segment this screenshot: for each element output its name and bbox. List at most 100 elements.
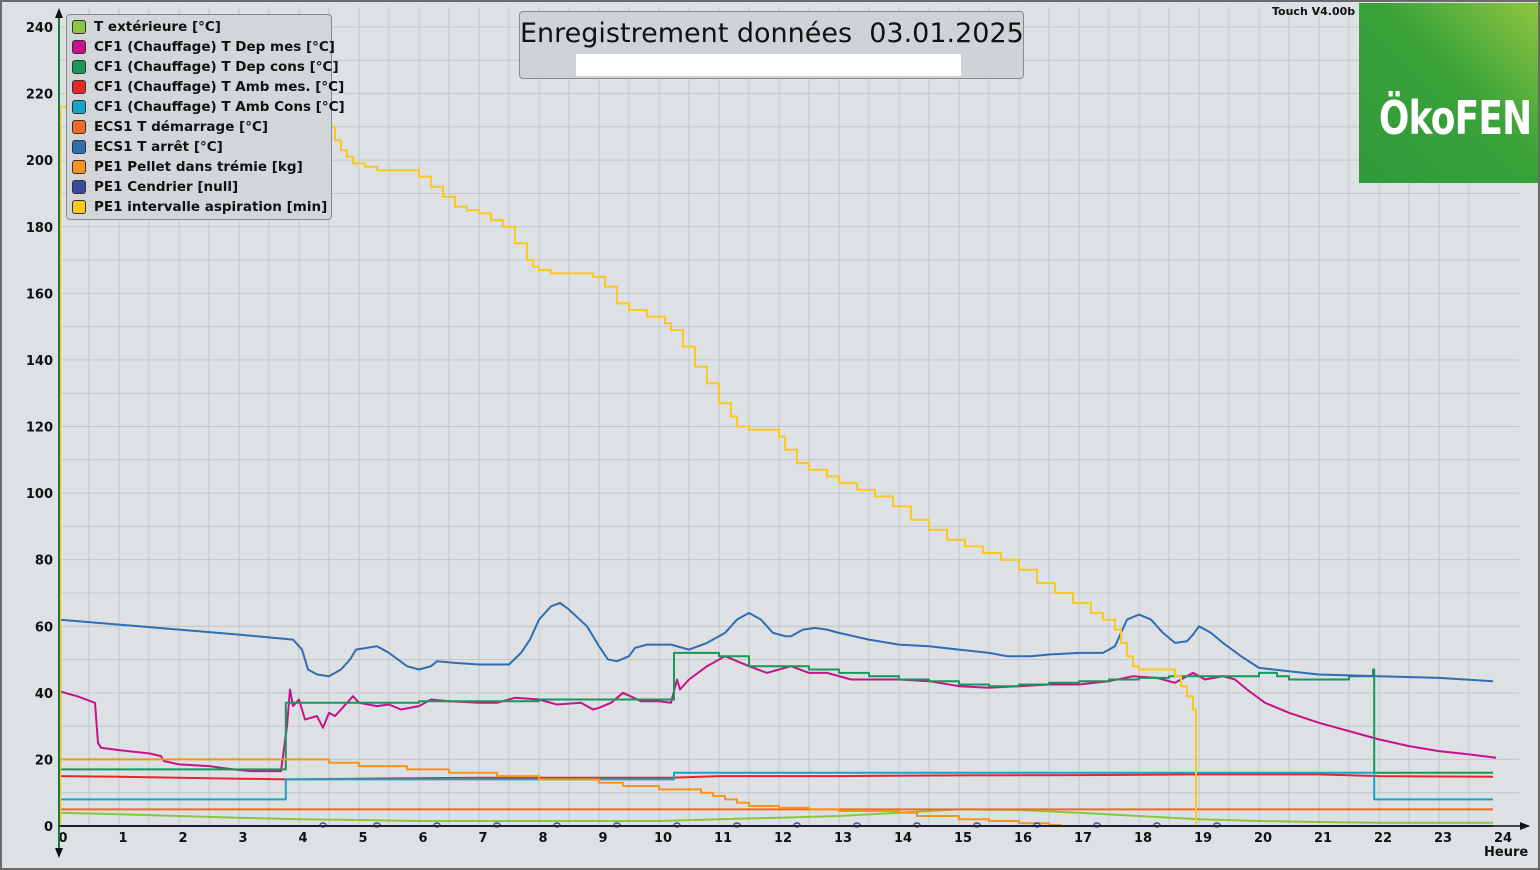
legend-item: CF1 (Chauffage) T Dep cons [°C] <box>67 57 339 77</box>
x-tick-label: 13 <box>834 831 852 846</box>
x-tick-label: 22 <box>1374 831 1392 846</box>
y-tick-label: 140 <box>26 354 53 369</box>
legend-item: T extérieure [°C] <box>67 17 331 37</box>
x-tick-label: 23 <box>1434 831 1452 846</box>
x-tick-label: 7 <box>478 831 487 846</box>
x-tick-label: 14 <box>894 831 912 846</box>
legend-item: CF1 (Chauffage) T Amb mes. [°C] <box>67 77 344 97</box>
version-label: Touch V4.00b <box>1272 5 1356 18</box>
series-line <box>59 625 1493 774</box>
x-tick-label: 8 <box>538 831 547 846</box>
title-highlight-bar <box>576 54 961 76</box>
ash-marker <box>1033 822 1041 828</box>
x-axis-arrow <box>1520 822 1530 830</box>
y-tick-label: 220 <box>26 88 53 103</box>
x-tick-label: 18 <box>1134 831 1152 846</box>
x-tick-label: 0 <box>58 831 67 846</box>
legend-swatch <box>72 180 86 194</box>
ash-marker <box>1213 822 1221 828</box>
y-tick-label: 200 <box>26 154 53 169</box>
series-line <box>58 808 1493 824</box>
series-line <box>59 758 1062 826</box>
legend-swatch <box>72 20 86 34</box>
legend: T extérieure [°C] CF1 (Chauffage) T Dep m… <box>66 14 345 220</box>
y-tick-label: 60 <box>35 620 53 635</box>
legend-item: CF1 (Chauffage) T Dep mes [°C] <box>67 37 335 57</box>
x-tick-label: 9 <box>598 831 607 846</box>
legend-label: CF1 (Chauffage) T Dep cons [°C] <box>94 59 339 75</box>
x-tick-label: 16 <box>1014 831 1032 846</box>
legend-item: CF1 (Chauffage) T Amb Cons [°C] <box>67 97 345 117</box>
legend-swatch <box>72 200 86 214</box>
ash-marker <box>553 822 561 828</box>
x-axis-label: Heure <box>1484 845 1528 860</box>
x-tick-label: 6 <box>418 831 427 846</box>
legend-swatch <box>72 120 86 134</box>
series-line <box>58 773 1494 781</box>
series-line <box>59 105 1197 827</box>
series-line <box>59 771 1493 801</box>
y-tick-label: 180 <box>26 221 53 236</box>
x-tick-label: 15 <box>954 831 972 846</box>
y-axis-arrow-down <box>55 848 63 858</box>
legend-label: CF1 (Chauffage) T Amb mes. [°C] <box>94 79 345 95</box>
legend-swatch <box>72 80 86 94</box>
x-tick-label: 4 <box>298 831 307 846</box>
legend-label: ECS1 T arrêt [°C] <box>94 139 223 155</box>
x-tick-label: 12 <box>774 831 792 846</box>
x-tick-label: 24 <box>1494 831 1512 846</box>
ash-marker <box>613 822 621 828</box>
ash-marker <box>793 822 801 828</box>
y-tick-label: 40 <box>35 687 53 702</box>
legend-label: PE1 Cendrier [null] <box>94 179 239 195</box>
legend-item: PE1 intervalle aspiration [min] <box>67 197 331 217</box>
ash-marker <box>433 822 441 828</box>
legend-item: PE1 Cendrier [null] <box>67 177 331 197</box>
legend-label: T extérieure [°C] <box>94 19 221 35</box>
y-tick-label: 80 <box>35 554 53 569</box>
x-tick-label: 19 <box>1194 831 1212 846</box>
legend-item: PE1 Pellet dans trémie [kg] <box>67 157 331 177</box>
x-tick-label: 17 <box>1074 831 1092 846</box>
ash-marker <box>973 822 981 828</box>
chart-title: Enregistrement données 03.01.2025 <box>520 18 1024 49</box>
ash-marker <box>1153 822 1161 828</box>
title-box: Enregistrement données 03.01.2025 <box>519 11 1024 79</box>
x-tick-label: 1 <box>118 831 127 846</box>
ash-marker <box>1093 822 1101 828</box>
x-tick-label: 3 <box>238 831 247 846</box>
y-tick-label: 0 <box>44 820 53 835</box>
x-tick-label: 10 <box>654 831 672 846</box>
y-axis-arrow <box>55 8 63 18</box>
legend-swatch <box>72 40 86 54</box>
x-tick-label: 21 <box>1314 831 1332 846</box>
x-tick-label: 11 <box>714 831 732 846</box>
legend-item: ECS1 T démarrage [°C] <box>67 117 331 137</box>
ash-marker <box>673 822 681 828</box>
x-tick-label: 20 <box>1254 831 1272 846</box>
okofen-logo: ÖkoFEN <box>1359 3 1538 183</box>
axes <box>55 8 1530 858</box>
legend-swatch <box>72 100 86 114</box>
y-tick-label: 120 <box>26 421 53 436</box>
legend-item: ECS1 T arrêt [°C] <box>67 137 331 157</box>
y-tick-label: 20 <box>35 753 53 768</box>
legend-label: PE1 Pellet dans trémie [kg] <box>94 159 303 175</box>
x-tick-label: 2 <box>178 831 187 846</box>
x-tick-label: 5 <box>358 831 367 846</box>
y-tick-label: 160 <box>26 287 53 302</box>
legend-label: PE1 intervalle aspiration [min] <box>94 199 328 215</box>
legend-swatch <box>72 140 86 154</box>
legend-label: CF1 (Chauffage) T Amb Cons [°C] <box>94 99 345 115</box>
legend-swatch <box>72 60 86 74</box>
series-line <box>58 655 1497 773</box>
legend-label: ECS1 T démarrage [°C] <box>94 119 269 135</box>
ash-marker <box>913 822 921 828</box>
legend-swatch <box>72 160 86 174</box>
ash-marker <box>319 822 327 828</box>
series-line <box>58 601 1494 683</box>
y-tick-label: 240 <box>26 21 53 36</box>
